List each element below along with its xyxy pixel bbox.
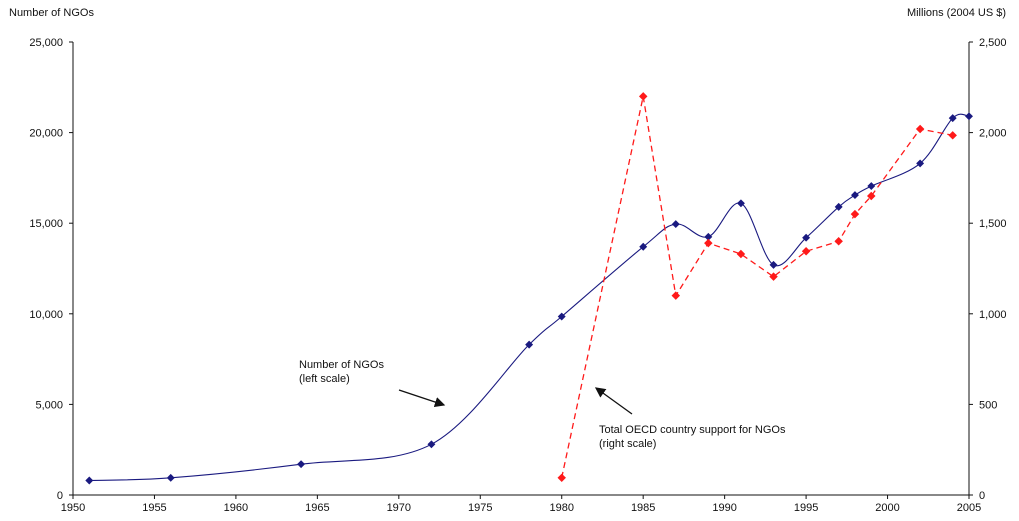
- data-point: [525, 340, 534, 349]
- left-axis-title: Number of NGOs: [9, 7, 94, 19]
- series-layer: [85, 92, 973, 485]
- data-point: [834, 237, 843, 246]
- data-point: [948, 131, 957, 140]
- x-tick-label: 1985: [631, 502, 655, 514]
- data-point: [867, 191, 876, 201]
- y-right-tick-label: 0: [979, 490, 985, 502]
- x-ticks: 1950 1955 1960 1965 1970 1975 1980 1985 1990 1995…: [61, 495, 981, 514]
- y-left-tick-label: 20,000: [29, 128, 63, 140]
- y-left-tick-label: 15,000: [29, 218, 63, 230]
- data-point: [850, 209, 860, 219]
- x-tick-label: 1960: [224, 502, 248, 514]
- data-point: [916, 159, 925, 168]
- y-right-tick-label: 1,000: [979, 309, 1007, 321]
- annotation-number-of-ngos: Number of NGOs (left scale): [299, 359, 446, 408]
- x-tick-label: 2005: [957, 502, 981, 514]
- y-right-tick-label: 1,500: [979, 218, 1007, 230]
- data-point: [769, 260, 778, 269]
- annotation-ngo-line-1: Number of NGOs: [299, 359, 384, 371]
- data-point: [557, 473, 566, 483]
- annotation-oecd-support: Total OECD country support for NGOs (rig…: [594, 387, 786, 450]
- y-left-tick-label: 10,000: [29, 309, 63, 321]
- y-left-tick-label: 0: [57, 490, 63, 502]
- data-point: [297, 460, 306, 469]
- data-point: [915, 124, 925, 134]
- y-right-tick-label: 500: [979, 399, 997, 411]
- x-tick-label: 1950: [61, 502, 85, 514]
- series-oecd-support: [557, 92, 957, 483]
- series-number-of-ngos: [85, 112, 973, 485]
- series-line: [89, 113, 970, 482]
- annotation-ngo-arrow: [398, 389, 446, 408]
- annotation-oecd-line-1: Total OECD country support for NGOs: [599, 424, 786, 436]
- y-left-tick-label: 5,000: [35, 399, 63, 411]
- data-point: [85, 476, 94, 485]
- right-axis-title: Millions (2004 US $): [907, 7, 1006, 19]
- data-point: [427, 440, 436, 449]
- data-point: [769, 272, 778, 281]
- annotation-ngo-line-2: (left scale): [299, 373, 350, 385]
- y-left-tick-label: 25,000: [29, 37, 63, 49]
- x-tick-label: 1975: [468, 502, 492, 514]
- data-point: [704, 238, 713, 248]
- data-point: [965, 112, 973, 121]
- data-point: [166, 473, 175, 482]
- data-point: [834, 202, 843, 211]
- data-point: [851, 191, 859, 200]
- x-tick-label: 1995: [794, 502, 818, 514]
- data-point: [736, 249, 746, 259]
- data-point: [671, 291, 681, 300]
- x-tick-label: 1980: [549, 502, 573, 514]
- data-point: [704, 232, 713, 241]
- series-line: [561, 96, 953, 478]
- x-tick-label: 1990: [712, 502, 736, 514]
- data-point: [671, 220, 680, 229]
- data-point: [638, 92, 648, 101]
- x-tick-label: 1970: [387, 502, 411, 514]
- y-left-ticks: 0 5,000 10,000 15,000 20,000 25,000: [29, 37, 73, 502]
- data-point: [639, 242, 648, 251]
- annotation-oecd-arrow: [594, 387, 633, 415]
- annotation-oecd-line-2: (right scale): [599, 438, 656, 450]
- y-right-tick-label: 2,500: [979, 37, 1007, 49]
- y-right-ticks: 0 500 1,000 1,500 2,000 2,500: [969, 37, 1007, 502]
- data-point: [867, 182, 876, 190]
- axes: [72, 42, 970, 496]
- x-tick-label: 1965: [305, 502, 329, 514]
- x-tick-label: 1955: [142, 502, 166, 514]
- x-tick-label: 2000: [875, 502, 899, 514]
- y-right-tick-label: 2,000: [979, 128, 1007, 140]
